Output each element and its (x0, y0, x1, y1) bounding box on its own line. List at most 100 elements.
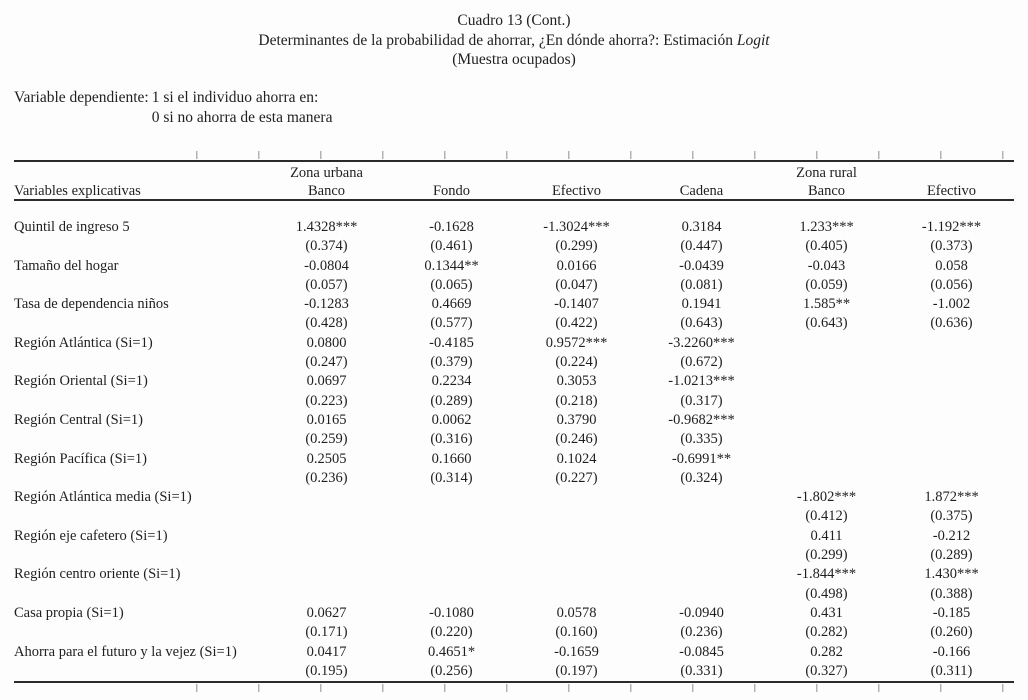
se-cell: (0.224) (555, 354, 598, 371)
zone-header-spacer (639, 161, 764, 183)
coef-cell: 0.282 (810, 643, 843, 660)
se-cell: (0.246) (555, 431, 598, 448)
se-cell: (0.498) (805, 585, 848, 602)
table-row-se: (0.299) (0.289) (14, 546, 1014, 565)
se-cell: (0.195) (305, 662, 348, 679)
se-cell: (0.299) (805, 547, 848, 564)
zone-header-spacer (514, 161, 639, 183)
table-row-se: (0.057) (0.065) (0.047) (0.081) (0.059) (0.05… (14, 276, 1014, 295)
se-cell: (0.057) (305, 276, 348, 293)
se-cell: (0.374) (305, 238, 348, 255)
table-row-se: (0.412) (0.375) (14, 507, 1014, 526)
se-cell: (0.059) (805, 276, 848, 293)
coef-cell: 0.4669 (431, 296, 472, 313)
table-row-se: (0.247) (0.379) (0.224) (0.672) (14, 353, 1014, 372)
coef-cell: -0.1080 (429, 604, 474, 621)
coef-cell (764, 372, 889, 391)
coef-cell: 1.430*** (924, 566, 979, 583)
coef-cell (264, 565, 389, 584)
row-label-empty (14, 237, 264, 256)
se-cell (889, 469, 1014, 488)
coef-cell: -1.0213*** (668, 373, 735, 390)
row-label-empty (14, 276, 264, 295)
se-cell (764, 469, 889, 488)
table-row-coef: Región Atlántica media (Si=1) -1.802*** 1.… (14, 488, 1014, 507)
coef-cell (264, 488, 389, 507)
coef-cell (889, 411, 1014, 430)
coef-cell: -0.043 (807, 257, 846, 274)
se-cell: (0.065) (430, 276, 473, 293)
coef-cell: 0.3053 (556, 373, 597, 390)
row-label-empty (14, 507, 264, 526)
se-cell: (0.311) (930, 662, 973, 679)
coef-cell: -0.185 (932, 604, 971, 621)
se-cell: (0.317) (680, 392, 723, 409)
coef-cell: 1.4328*** (295, 219, 358, 235)
se-cell (514, 507, 639, 526)
row-label: Región Atlántica media (Si=1) (14, 489, 192, 506)
coef-cell: -0.212 (932, 527, 971, 544)
se-cell: (0.236) (680, 624, 723, 641)
se-cell: (0.259) (305, 431, 348, 448)
table-subtitle: (Muestra ocupados) (452, 51, 576, 68)
row-label: Tasa de dependencia niños (14, 296, 169, 313)
table-row-coef: Región Atlántica (Si=1) 0.0800 -0.4185 0.95… (14, 334, 1014, 353)
coef-cell: -0.0845 (679, 643, 724, 660)
row-label: Región Central (Si=1) (14, 411, 143, 428)
table-title: Determinantes de la probabilidad de ahor… (0, 31, 1028, 51)
table-row-coef: Región Oriental (Si=1) 0.0697 0.2234 0.3053… (14, 372, 1014, 391)
table-title-block: Cuadro 13 (Cont.) Determinantes de la pr… (0, 11, 1028, 70)
coef-cell: -0.6991** (671, 450, 732, 467)
coef-cell: -1.802*** (796, 489, 857, 506)
table-row-coef: Región Central (Si=1) 0.0165 0.0062 0.3790 -… (14, 411, 1014, 430)
se-cell: (0.282) (805, 624, 848, 641)
se-cell: (0.379) (430, 354, 473, 371)
row-label: Ahorra para el futuro y la vejez (Si=1) (14, 643, 237, 660)
se-cell (639, 546, 764, 565)
coef-cell: -0.0439 (679, 257, 724, 274)
se-cell: (0.335) (680, 431, 723, 448)
se-cell: (0.247) (305, 354, 348, 371)
coef-cell (264, 527, 389, 546)
se-cell (514, 546, 639, 565)
se-cell: (0.672) (680, 354, 723, 371)
coef-cell: 0.0697 (306, 373, 347, 390)
se-cell (639, 585, 764, 604)
coef-cell (389, 527, 514, 546)
group-header-zona-rural: Zona rural (796, 165, 857, 181)
table-row-coef: Región Pacífica (Si=1) 0.2505 0.1660 0.1024… (14, 450, 1014, 469)
zone-header-spacer (389, 161, 514, 183)
coef-cell (514, 527, 639, 546)
column-header-cadena: Cadena (639, 183, 764, 201)
se-cell (764, 430, 889, 449)
se-cell: (0.428) (305, 315, 348, 332)
table-row-se: (0.195) (0.256) (0.197) (0.331) (0.327) (0.31… (14, 662, 1014, 682)
coef-cell (889, 450, 1014, 469)
coef-cell: 0.0578 (556, 604, 597, 621)
se-cell: (0.289) (930, 547, 973, 564)
row-label: Tamaño del hogar (14, 257, 119, 274)
se-cell (389, 507, 514, 526)
table-row-coef: Quintil de ingreso 5 1.4328*** -0.1628 -1.3… (14, 218, 1014, 237)
table-title-text: Determinantes de la probabilidad de ahor… (258, 31, 737, 49)
se-cell: (0.056) (930, 276, 973, 293)
zone-header-spacer (889, 161, 1014, 183)
se-cell (389, 546, 514, 565)
row-label-empty (14, 469, 264, 488)
coef-cell: 0.1024 (556, 450, 597, 467)
zone-header-spacer (14, 161, 264, 183)
table-body: Quintil de ingreso 5 1.4328*** -0.1628 -1.3… (14, 218, 1014, 682)
coef-cell: -3.2260*** (668, 334, 735, 351)
depvar-label: Variable dependiente: (14, 89, 149, 106)
coef-cell (889, 372, 1014, 391)
coef-cell: -0.4185 (429, 334, 474, 351)
se-cell (889, 353, 1014, 372)
se-cell: (0.324) (680, 469, 723, 486)
se-cell: (0.260) (930, 624, 973, 641)
coef-cell (764, 450, 889, 469)
depvar-definition-1: 1 si el individuo ahorra en: (151, 89, 319, 106)
table-row-coef: Región centro oriente (Si=1) -1.844*** 1.4… (14, 565, 1014, 584)
se-cell: (0.388) (930, 585, 973, 602)
row-label-empty (14, 392, 264, 411)
